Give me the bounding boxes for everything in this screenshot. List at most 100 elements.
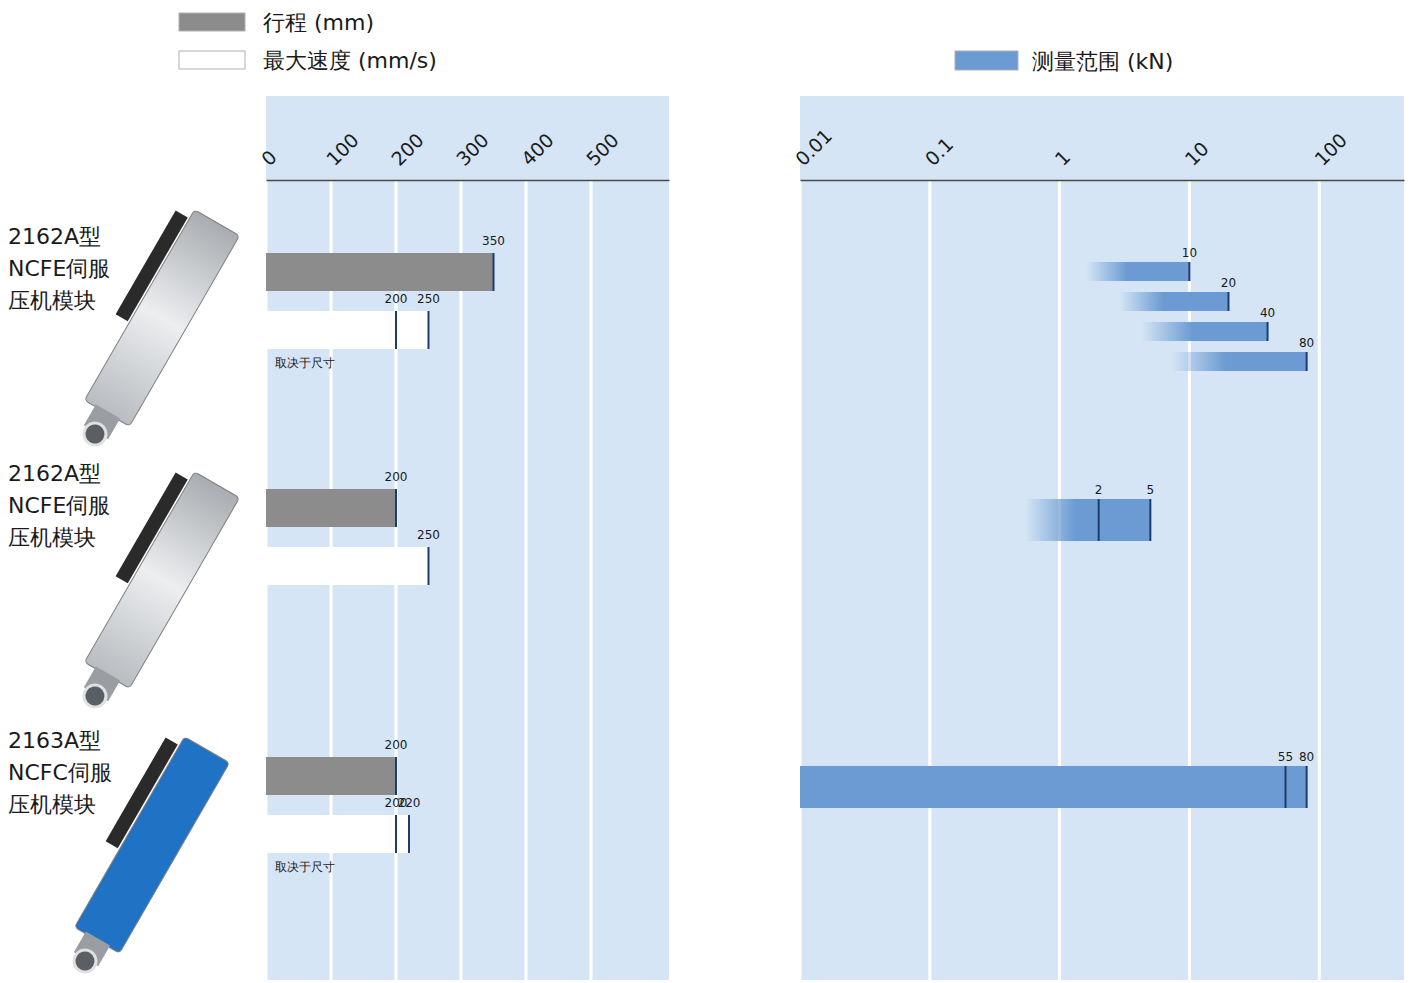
- bar-end-line: [493, 253, 495, 291]
- data-label: 200: [385, 292, 408, 306]
- tick: 1: [1050, 146, 1074, 180]
- data-label: 200: [385, 470, 408, 484]
- icon-motor: [106, 737, 178, 848]
- bar-end-line: [395, 489, 397, 527]
- axis-line: [801, 180, 1405, 182]
- tick: 300: [452, 129, 493, 180]
- tick: 400: [517, 129, 558, 180]
- icon-motor: [116, 210, 188, 321]
- product-icons: [43, 202, 239, 983]
- bar: [266, 815, 409, 853]
- bar-end-line: [408, 815, 410, 853]
- category-label: 2163A型NCFC伺服压机模块: [8, 728, 112, 817]
- tick-label: 0: [257, 146, 281, 170]
- data-label: 55: [1278, 750, 1293, 764]
- category-labels: 2162A型NCFE伺服压机模块 2162A型NCFE伺服压机模块 2163A型NC…: [8, 224, 112, 817]
- bar-end-line: [395, 757, 397, 795]
- range-marker: [1306, 766, 1308, 808]
- data-label: 10: [1182, 246, 1197, 260]
- chart-root: 2162A型NCFE伺服压机模块 2162A型NCFE伺服压机模块 2163A型NC…: [0, 0, 1411, 983]
- tick-label: 200: [387, 129, 428, 170]
- bar-end-line: [428, 547, 430, 585]
- data-labels: 10204080255580: [1095, 246, 1314, 764]
- range-marker: [1227, 292, 1229, 311]
- grid-line: [1058, 180, 1061, 980]
- tick: 500: [582, 129, 623, 180]
- range-marker: [1285, 766, 1287, 808]
- grid-line: [928, 180, 931, 980]
- grid: [266, 180, 591, 980]
- bar: [266, 253, 494, 291]
- icon-lens: [80, 681, 110, 711]
- icon-lens: [70, 946, 100, 976]
- legend-swatch: [179, 13, 245, 31]
- range-bar: [800, 766, 1307, 808]
- data-label: 2: [1095, 483, 1103, 497]
- range-bar: [1172, 352, 1307, 371]
- range-low-line: [395, 815, 397, 853]
- data-label: 5: [1147, 483, 1155, 497]
- bar-end-line: [428, 311, 430, 349]
- data-labels: 350200200250200250220200取决于尺寸取决于尺寸: [275, 234, 505, 874]
- legend: 测量范围 (kN): [955, 49, 1173, 74]
- tick: 0.1: [921, 133, 958, 180]
- x-axis: 0 100 200 300 400 500: [257, 129, 670, 181]
- tick: 0: [257, 146, 281, 180]
- range-bar: [1025, 499, 1150, 541]
- tick-label: 300: [452, 129, 493, 170]
- plot-marks: [266, 253, 494, 853]
- note: 取决于尺寸: [275, 356, 335, 370]
- tick-label: 0.1: [921, 133, 958, 170]
- range-bar: [1120, 292, 1229, 311]
- data-label: 20: [1221, 276, 1236, 290]
- icon-lens: [80, 419, 110, 449]
- legend-swatch: [179, 51, 245, 69]
- tick-label: 100: [322, 129, 363, 170]
- grid-line: [460, 180, 463, 980]
- range-marker: [1306, 352, 1308, 371]
- note: 取决于尺寸: [275, 860, 335, 874]
- panel-background: [266, 96, 669, 980]
- range-marker: [1098, 499, 1100, 541]
- data-label: 250: [417, 528, 440, 542]
- grid-line: [525, 180, 528, 980]
- range-marker: [1188, 262, 1190, 281]
- data-label: 80: [1299, 750, 1314, 764]
- legend-label: 最大速度 (mm/s): [263, 48, 437, 73]
- data-label: 80: [1299, 336, 1314, 350]
- data-label: 350: [482, 234, 505, 248]
- data-label: 200: [385, 796, 408, 810]
- legend-swatch: [955, 51, 1018, 70]
- icon-body: [84, 210, 239, 427]
- tick-label: 400: [517, 129, 558, 170]
- range-low-line: [395, 311, 397, 349]
- tick: 100: [1310, 129, 1351, 180]
- category-label: 2162A型NCFE伺服压机模块: [8, 224, 110, 313]
- tick: 0.01: [791, 124, 836, 180]
- tick-label: 10: [1180, 137, 1213, 170]
- tick-label: 0.01: [791, 124, 836, 169]
- category-label: 2162A型NCFE伺服压机模块: [8, 461, 110, 550]
- range-marker: [1267, 322, 1269, 341]
- grid-line: [590, 180, 593, 980]
- grid-line: [799, 180, 802, 980]
- grid-line: [1318, 180, 1321, 980]
- panel-background: [800, 96, 1404, 980]
- bar: [266, 489, 396, 527]
- data-label: 250: [417, 292, 440, 306]
- data-label: 40: [1260, 306, 1275, 320]
- tick-label: 500: [582, 129, 623, 170]
- grid: [800, 180, 1319, 980]
- data-label: 200: [385, 738, 408, 752]
- axis-line: [267, 180, 670, 182]
- bar: [266, 311, 429, 349]
- bar: [266, 547, 429, 585]
- tick-label: 100: [1310, 129, 1351, 170]
- range-bar: [1142, 322, 1268, 341]
- range-bar: [1086, 262, 1189, 281]
- range-marker: [1149, 499, 1151, 541]
- x-axis: 0.01 0.1 1 10 100: [791, 124, 1405, 180]
- tick-label: 1: [1050, 146, 1074, 170]
- bar: [266, 757, 396, 795]
- tick: 200: [387, 129, 428, 180]
